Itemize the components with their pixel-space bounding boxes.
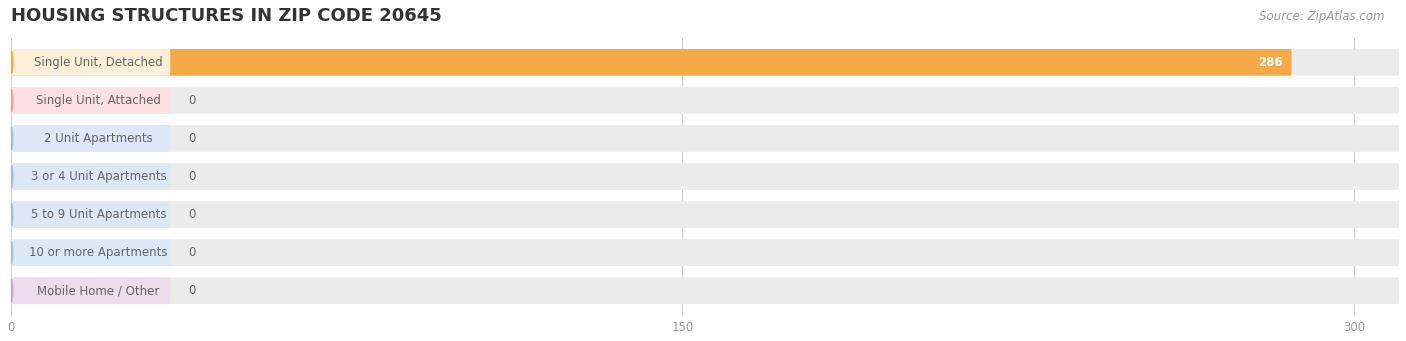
Text: 5 to 9 Unit Apartments: 5 to 9 Unit Apartments — [31, 208, 166, 221]
Circle shape — [10, 204, 13, 226]
Text: Source: ZipAtlas.com: Source: ZipAtlas.com — [1260, 10, 1385, 23]
Text: 0: 0 — [188, 132, 195, 145]
Text: 0: 0 — [188, 284, 195, 297]
Text: 2 Unit Apartments: 2 Unit Apartments — [44, 132, 153, 145]
Text: HOUSING STRUCTURES IN ZIP CODE 20645: HOUSING STRUCTURES IN ZIP CODE 20645 — [11, 7, 441, 25]
Circle shape — [10, 127, 13, 150]
Circle shape — [10, 51, 13, 74]
Text: Single Unit, Detached: Single Unit, Detached — [34, 56, 163, 69]
Circle shape — [10, 241, 13, 264]
Text: Single Unit, Attached: Single Unit, Attached — [37, 94, 160, 107]
Circle shape — [10, 165, 13, 188]
FancyBboxPatch shape — [11, 163, 170, 190]
FancyBboxPatch shape — [11, 201, 1399, 228]
FancyBboxPatch shape — [11, 87, 1399, 114]
FancyBboxPatch shape — [11, 125, 1399, 152]
Text: 0: 0 — [188, 246, 195, 259]
FancyBboxPatch shape — [11, 163, 1399, 190]
FancyBboxPatch shape — [11, 201, 170, 228]
Text: 3 or 4 Unit Apartments: 3 or 4 Unit Apartments — [31, 170, 166, 183]
FancyBboxPatch shape — [11, 49, 1399, 76]
Circle shape — [10, 89, 13, 112]
FancyBboxPatch shape — [11, 125, 170, 152]
FancyBboxPatch shape — [11, 87, 170, 114]
FancyBboxPatch shape — [11, 278, 1399, 304]
FancyBboxPatch shape — [11, 49, 170, 76]
FancyBboxPatch shape — [11, 239, 170, 266]
Text: Mobile Home / Other: Mobile Home / Other — [38, 284, 160, 297]
Text: 10 or more Apartments: 10 or more Apartments — [30, 246, 167, 259]
Text: 286: 286 — [1258, 56, 1282, 69]
Text: 0: 0 — [188, 94, 195, 107]
Circle shape — [10, 280, 13, 302]
FancyBboxPatch shape — [11, 239, 1399, 266]
FancyBboxPatch shape — [11, 278, 170, 304]
FancyBboxPatch shape — [11, 49, 1292, 76]
Text: 0: 0 — [188, 170, 195, 183]
Text: 0: 0 — [188, 208, 195, 221]
